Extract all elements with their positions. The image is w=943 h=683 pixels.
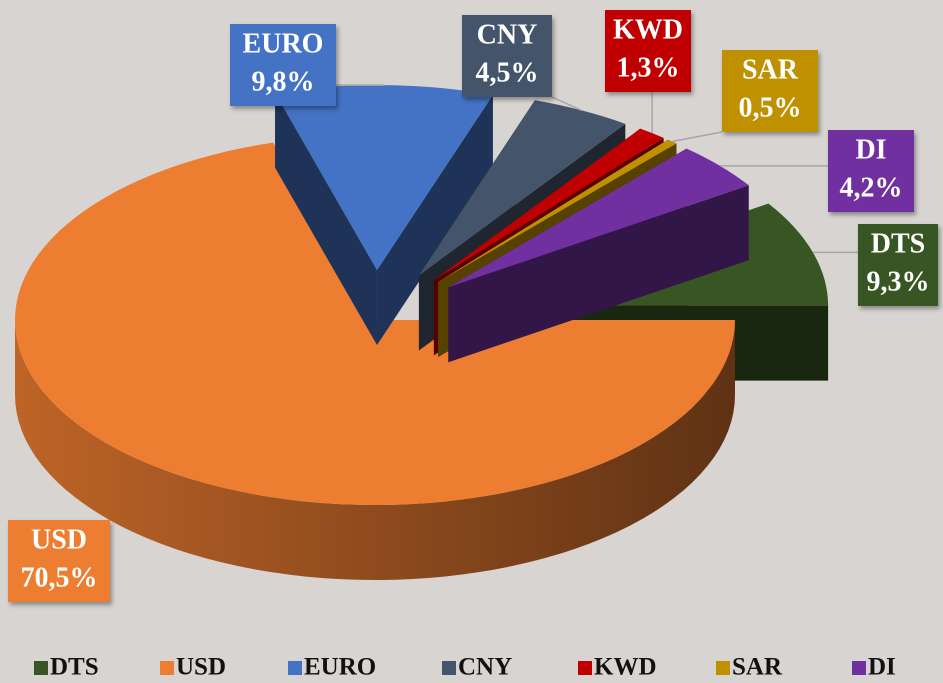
legend-label: DTS xyxy=(50,654,99,681)
slice-top xyxy=(438,139,677,283)
label-box xyxy=(722,50,818,132)
slice-wall xyxy=(15,320,735,580)
label-category: CNY xyxy=(477,19,538,50)
label-value: 4,5% xyxy=(476,57,539,88)
slice-side xyxy=(448,185,749,363)
label-box xyxy=(462,15,552,97)
legend-swatch xyxy=(288,661,302,675)
legend-swatch xyxy=(442,661,456,675)
label-box xyxy=(230,24,336,106)
label-value: 70,5% xyxy=(21,562,98,593)
slice-top xyxy=(275,85,493,271)
slice-top xyxy=(448,148,749,288)
slice-top xyxy=(418,100,626,276)
label-value: 9,3% xyxy=(867,266,930,297)
legend-label: CNY xyxy=(458,654,512,681)
label-value: 1,3% xyxy=(617,52,680,83)
slice xyxy=(275,85,493,346)
label-category: DTS xyxy=(871,228,925,259)
slice-side xyxy=(275,92,377,346)
legend-swatch xyxy=(34,661,48,675)
label-category: USD xyxy=(31,524,87,555)
leader-line xyxy=(672,131,723,143)
legend-label: DI xyxy=(868,654,896,681)
slice-top xyxy=(433,128,664,281)
legend-label: EURO xyxy=(304,654,376,681)
label-box xyxy=(8,520,110,602)
legend-label: KWD xyxy=(594,654,657,681)
slice-side xyxy=(376,94,493,346)
label-value: 4,2% xyxy=(840,172,903,203)
label-category: DI xyxy=(855,134,886,165)
legend-swatch xyxy=(578,661,592,675)
legend-label: USD xyxy=(176,654,226,681)
legend-swatch xyxy=(716,661,730,675)
legend-label: SAR xyxy=(732,654,783,681)
label-category: KWD xyxy=(613,14,683,45)
leader-line xyxy=(551,96,583,112)
label-box xyxy=(605,10,691,92)
legend-swatch xyxy=(852,661,866,675)
legend-swatch xyxy=(160,661,174,675)
label-value: 0,5% xyxy=(739,92,802,123)
label-box xyxy=(828,130,914,212)
slice xyxy=(448,148,749,363)
label-value: 9,8% xyxy=(252,66,315,97)
label-category: EURO xyxy=(243,28,324,59)
label-category: SAR xyxy=(742,54,799,85)
label-box xyxy=(858,224,938,306)
